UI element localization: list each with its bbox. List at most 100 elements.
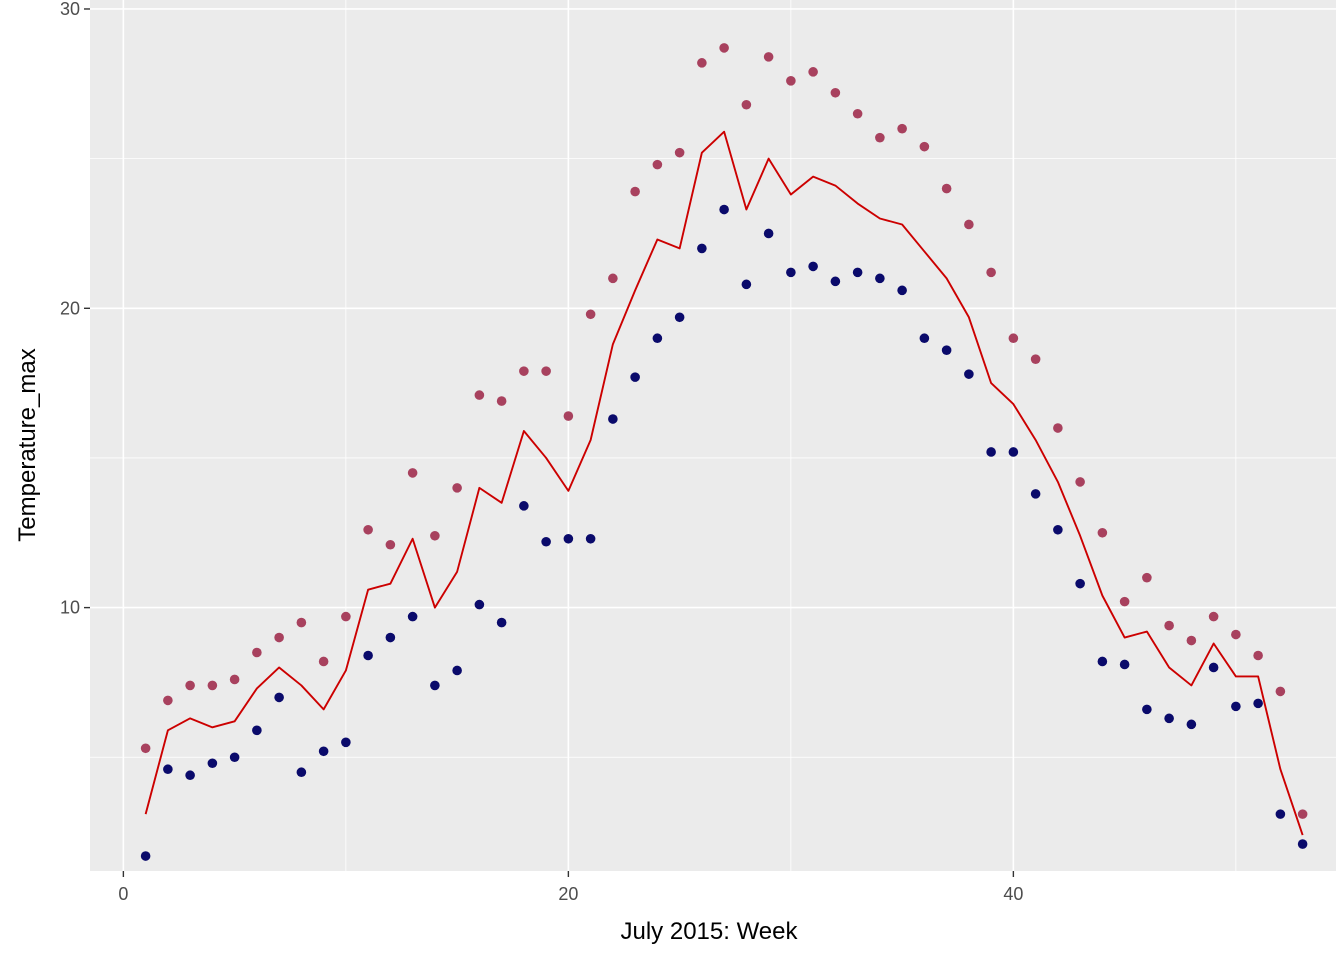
lower-point (140, 851, 151, 861)
lower-point (430, 680, 440, 691)
lower-point (1231, 701, 1241, 712)
upper-point (519, 366, 529, 376)
lower-point (763, 228, 774, 239)
upper-point (229, 674, 240, 685)
y-tick-label: 30 (60, 0, 80, 19)
lower-point (496, 617, 507, 628)
lower-point (741, 279, 752, 290)
lower-point (541, 536, 551, 547)
upper-point (541, 366, 551, 376)
upper-point (808, 67, 818, 77)
upper-point (474, 390, 485, 400)
upper-point (1008, 333, 1019, 344)
upper-point (385, 539, 396, 550)
lower-point (474, 599, 485, 610)
lower-point (519, 501, 529, 511)
upper-point (252, 647, 262, 658)
plot-panel (90, 0, 1336, 871)
lower-point (830, 276, 841, 287)
x-tick-label: 40 (1003, 884, 1023, 904)
upper-point (763, 52, 774, 62)
lower-point (941, 345, 952, 355)
lower-point (274, 692, 284, 703)
upper-point (363, 524, 373, 535)
lower-point (296, 767, 307, 778)
upper-point (274, 632, 284, 643)
lower-point (897, 285, 907, 296)
lower-point (1164, 713, 1174, 724)
upper-point (1297, 809, 1308, 819)
lower-point (363, 650, 373, 661)
upper-point (986, 267, 996, 278)
upper-point (585, 309, 596, 320)
lower-point (608, 414, 618, 424)
upper-point (1119, 596, 1130, 607)
upper-point (341, 611, 351, 622)
upper-point (163, 695, 173, 706)
lower-point (697, 243, 707, 254)
upper-point (1275, 686, 1286, 697)
lower-point (719, 204, 729, 215)
x-tick-label: 0 (118, 884, 128, 904)
lower-point (252, 725, 262, 736)
lower-point (207, 758, 218, 769)
lower-point (1142, 704, 1152, 715)
x-axis-title: July 2015: Week (621, 918, 799, 945)
upper-point (185, 680, 195, 691)
lower-point (786, 267, 796, 278)
lower-point (808, 261, 818, 272)
lower-point (964, 369, 974, 379)
lower-point (1075, 578, 1085, 589)
lower-point (1253, 698, 1263, 709)
lower-point (1275, 809, 1286, 819)
upper-point (719, 43, 729, 53)
lower-point (1097, 656, 1108, 667)
marks (140, 43, 1308, 861)
lower-point (1119, 659, 1130, 670)
lower-point (385, 632, 396, 643)
lower-point (563, 533, 574, 544)
lower-point (875, 273, 885, 284)
lower-point (341, 737, 351, 748)
upper-point (674, 147, 685, 158)
y-axis-title: Temperature_max (14, 348, 41, 541)
upper-point (496, 396, 507, 406)
axes: 0 20 40 10 20 30 (60, 0, 1023, 904)
upper-point (875, 132, 885, 143)
upper-point (608, 273, 618, 284)
lower-point (1030, 489, 1041, 499)
upper-point (318, 656, 329, 667)
upper-point (786, 76, 796, 86)
upper-point (296, 617, 307, 628)
y-tick-label: 20 (60, 298, 80, 318)
upper-point (741, 99, 752, 110)
upper-point (830, 87, 841, 98)
lower-point (1008, 447, 1019, 457)
upper-point (452, 483, 462, 493)
lower-point (1208, 662, 1219, 673)
upper-point (1208, 611, 1219, 622)
lower-point (674, 312, 685, 323)
lower-point (852, 267, 863, 278)
lower-point (585, 533, 596, 544)
upper-point (1164, 620, 1174, 631)
upper-point (919, 141, 930, 152)
upper-point (140, 743, 151, 754)
upper-point (1097, 527, 1108, 538)
lower-point (1297, 839, 1308, 849)
upper-point (1075, 477, 1085, 487)
upper-point (1231, 629, 1241, 640)
series-line (144, 130, 1304, 836)
upper-point (941, 183, 952, 194)
lower-point (185, 770, 195, 781)
upper-point (1253, 650, 1263, 661)
y-tick-label: 10 (60, 598, 80, 618)
lower-point (452, 665, 462, 676)
upper-point (1142, 572, 1152, 583)
upper-point (1186, 635, 1197, 646)
upper-point (430, 530, 440, 541)
upper-point (897, 123, 907, 134)
upper-point (1053, 423, 1063, 433)
upper-point (207, 680, 218, 691)
